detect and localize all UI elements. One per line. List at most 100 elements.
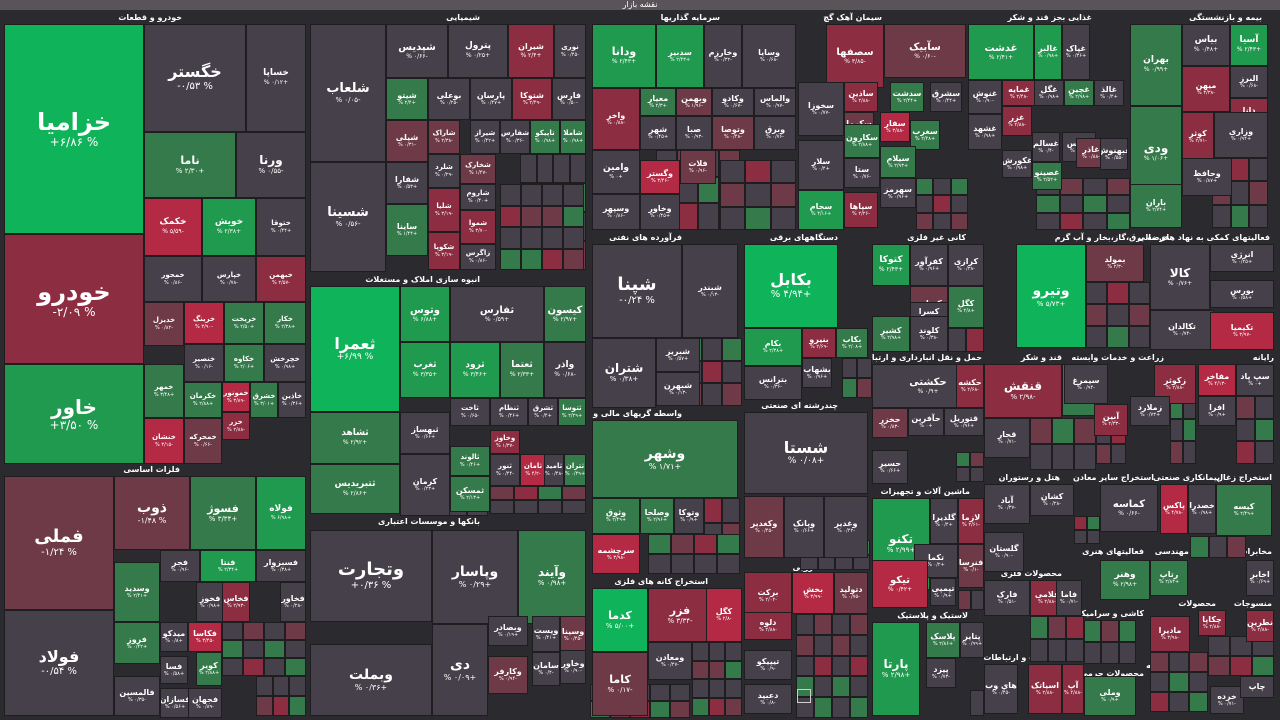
market-tile[interactable]: غزر -۲/۸۸ % [1002, 106, 1032, 136]
market-tile[interactable]: وکغدیر -۰/۴۵ % [744, 496, 784, 558]
market-tile[interactable]: رتاپ +۲/۸۳ % [1150, 560, 1188, 596]
market-tile[interactable]: مادیرا -۳/۹۸ % [1150, 616, 1190, 652]
market-tile[interactable]: انرژی +۰/۲۵ % [1210, 244, 1274, 272]
market-tile[interactable]: غگل +۰/۹۸ % [1034, 80, 1064, 106]
market-tile-small[interactable] [1107, 282, 1129, 304]
market-tile[interactable]: خکمک -۵/۵۹ % [144, 198, 202, 256]
market-tile-small[interactable] [708, 660, 726, 679]
market-tile-small[interactable] [857, 378, 872, 398]
market-tile[interactable]: سلار +۰/۴ % [798, 140, 844, 190]
market-tile[interactable]: باران +۲/۷۴ % [1130, 184, 1182, 228]
market-tile-small[interactable] [1150, 692, 1170, 712]
market-tile-small[interactable] [850, 655, 868, 677]
market-tile[interactable]: شیراز +۰/۴۲ % [470, 120, 500, 154]
market-tile-small[interactable] [1066, 639, 1084, 662]
market-tile[interactable]: ثتران +۰/۴۹ % [564, 454, 586, 486]
market-tile[interactable]: خشرق +۳/۰۱ % [250, 382, 278, 418]
market-tile-small[interactable] [725, 697, 742, 716]
market-tile-small[interactable] [770, 160, 796, 184]
market-tile[interactable]: چکاپا -۲/۸۸ % [1198, 610, 1226, 636]
market-tile-small[interactable] [648, 534, 671, 554]
market-tile[interactable]: وپست +۰/۴۱ % [532, 616, 560, 652]
market-tile-small[interactable] [722, 383, 742, 406]
market-tile-small[interactable] [1150, 652, 1170, 672]
market-tile[interactable]: سدبیر +۲/۴۳ % [656, 24, 704, 88]
market-tile[interactable]: ثعتما +۲/۳۳ % [500, 342, 544, 398]
market-tile[interactable]: حخزر -۰/۸۳ % [872, 408, 908, 438]
market-tile[interactable]: قجار -۰/۷۱ % [984, 418, 1030, 458]
market-tile-small[interactable] [832, 655, 850, 677]
market-tile[interactable]: فارک -۰/۵۱ % [984, 580, 1030, 616]
market-tile[interactable]: وهنر +۲/۹۸ % [1100, 560, 1150, 600]
market-tile-small[interactable] [814, 676, 832, 698]
market-tile-small[interactable] [1106, 195, 1130, 213]
market-tile-small[interactable] [1036, 195, 1060, 213]
market-tile[interactable]: تاپیکو +۰/۹۸ % [530, 120, 560, 154]
market-tile-small[interactable] [264, 658, 285, 676]
market-tile[interactable]: خکاوه +۲/۰۶ % [224, 344, 264, 382]
market-tile[interactable]: خویش +۲/۳۸ % [202, 198, 256, 256]
market-tile-small[interactable] [722, 338, 742, 361]
market-tile[interactable]: خپارس -۰/۷۸ % [202, 256, 256, 302]
market-tile-small[interactable] [272, 696, 290, 716]
market-tile[interactable]: فلات -۰/۹۶ % [680, 150, 716, 184]
market-tile-small[interactable] [1236, 441, 1255, 464]
market-tile[interactable]: واذر -۰/۶۸ % [544, 342, 586, 398]
market-tile-small[interactable] [1212, 204, 1231, 228]
market-tile-small[interactable] [1052, 444, 1074, 470]
market-tile-small[interactable] [562, 500, 586, 514]
market-tile[interactable]: وتوصا -۰/۴۸ % [712, 116, 754, 150]
market-tile-small[interactable] [725, 642, 742, 661]
market-tile-small[interactable] [521, 227, 542, 249]
market-tile[interactable]: غدشت +۲/۴۱ % [968, 24, 1034, 80]
market-tile-small[interactable] [1048, 616, 1066, 639]
market-tile-small[interactable] [285, 640, 306, 658]
market-tile-small[interactable] [1030, 616, 1048, 639]
market-tile[interactable]: ختوقا +۰/۴۴ % [256, 198, 306, 256]
market-tile[interactable]: وخاور +۰/۴۵ % [640, 194, 680, 230]
market-tile-small[interactable] [222, 658, 243, 676]
market-tile[interactable]: ثشاهد +۲/۹۲ % [310, 412, 400, 464]
market-tile-small[interactable] [1101, 642, 1119, 664]
market-tile-small[interactable] [1059, 178, 1083, 196]
market-tile[interactable]: خودرو% ۲/۰۹- [4, 234, 144, 364]
market-tile[interactable]: وملی +۰/۹ % [1084, 676, 1136, 716]
market-tile[interactable]: واخر -۰/۸۸ % [592, 88, 640, 150]
market-tile-small[interactable] [289, 676, 306, 696]
market-tile-small[interactable] [1106, 178, 1130, 196]
market-tile[interactable]: خچرخش +۰/۹۸ % [264, 344, 306, 382]
market-tile-small[interactable] [694, 554, 717, 574]
market-tile[interactable]: کشیر +۲/۹۸ % [872, 316, 910, 352]
market-tile-small[interactable] [1086, 326, 1108, 348]
market-tile-small[interactable] [702, 383, 722, 406]
market-tile[interactable]: کیسه +۲/۴۹ % [1216, 484, 1272, 536]
market-tile[interactable]: سآبیک -۰/۶۰ % [884, 24, 966, 78]
market-tile[interactable]: غمایه -۲/۴۸ % [1002, 80, 1036, 106]
market-tile[interactable]: کشان -۰/۲۸ % [1030, 484, 1074, 516]
market-tile-small[interactable] [1170, 418, 1183, 442]
market-tile[interactable]: بمولد -۲/۳ % [1086, 244, 1144, 282]
market-tile-small[interactable] [1118, 620, 1136, 642]
market-tile[interactable]: فنرسا -۰/۱ % [958, 544, 984, 588]
market-tile[interactable]: فارس -۰/۵۰ % [552, 78, 586, 120]
market-tile-small[interactable] [956, 467, 970, 482]
market-tile[interactable]: دی +۰/۰۹ % [432, 624, 488, 716]
market-tile[interactable]: شیتو +۲/۴ % [386, 78, 428, 120]
market-tile-small[interactable] [1052, 418, 1074, 444]
market-tile[interactable]: هاي وب -۰/۴۵ % [984, 664, 1018, 714]
market-tile-small[interactable] [832, 697, 850, 718]
market-tile[interactable]: تیپیکو -۰/۹ % [744, 650, 792, 680]
market-tile[interactable]: پتایر +۰/۹۹ % [960, 622, 984, 658]
market-tile-small[interactable] [1086, 304, 1108, 326]
market-tile-small[interactable] [490, 486, 514, 500]
market-tile[interactable]: وسایا -۰/۶۸ % [742, 24, 796, 88]
market-tile[interactable]: شیلی -۰/۳۱ % [386, 120, 428, 162]
market-tile-small[interactable] [692, 697, 709, 716]
market-tile-small[interactable] [500, 227, 521, 249]
market-tile-small[interactable] [1101, 620, 1119, 642]
market-tile[interactable]: ثتبریدیس +۲/۸۶ % [310, 464, 400, 514]
market-tile[interactable]: افرا +۰/۹ % [1198, 396, 1236, 426]
market-tile[interactable]: قنقش -۲/۹۸ % [984, 364, 1062, 418]
market-tile-small[interactable] [563, 205, 584, 227]
market-tile[interactable]: وبملت +۰/۳۶ % [310, 644, 432, 716]
